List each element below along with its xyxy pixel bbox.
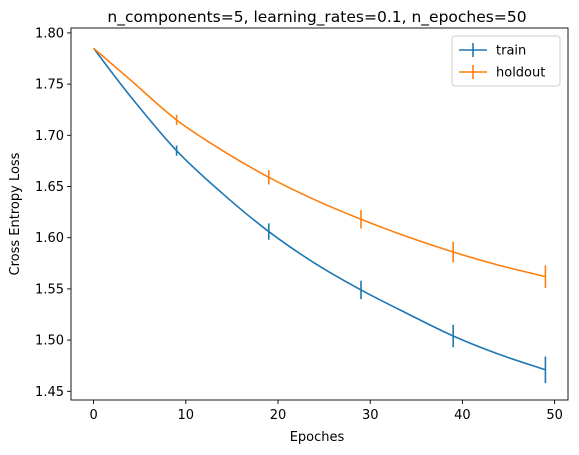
x-axis: 0 10 20 30 40 50	[89, 400, 563, 423]
y-tick-label: 1.80	[35, 26, 64, 41]
legend-label: train	[496, 44, 526, 59]
x-tick-label: 40	[454, 408, 471, 423]
series-layer	[92, 47, 547, 384]
legend-item-train: train	[459, 43, 526, 59]
legend-item-holdout: holdout	[459, 65, 545, 81]
y-axis: 1.45 1.50 1.55 1.60 1.65 1.70 1.75 1.80	[35, 26, 71, 400]
chart-title: n_components=5, learning_rates=0.1, n_ep…	[107, 8, 526, 27]
x-axis-label: Epoches	[290, 430, 345, 445]
legend-box	[451, 35, 561, 87]
y-tick-label: 1.70	[35, 129, 64, 144]
legend: train holdout	[451, 35, 561, 87]
y-tick-label: 1.65	[35, 180, 64, 195]
plot-frame	[70, 27, 569, 401]
y-tick-label: 1.60	[35, 231, 64, 246]
y-axis-label: Cross Entropy Loss	[8, 152, 23, 275]
series-holdout	[93, 47, 547, 288]
y-tick-label: 1.55	[35, 282, 64, 297]
x-tick-label: 50	[546, 408, 563, 423]
series-train	[92, 47, 547, 384]
y-tick-label: 1.50	[35, 334, 64, 349]
holdout-line	[93, 47, 546, 278]
y-tick-label: 1.45	[35, 385, 64, 400]
x-tick-label: 20	[270, 408, 287, 423]
y-tick-label: 1.75	[35, 78, 64, 93]
x-tick-label: 0	[89, 408, 97, 423]
legend-label: holdout	[496, 66, 545, 81]
train-line	[92, 47, 546, 371]
x-tick-label: 30	[362, 408, 379, 423]
x-tick-label: 10	[178, 408, 195, 423]
